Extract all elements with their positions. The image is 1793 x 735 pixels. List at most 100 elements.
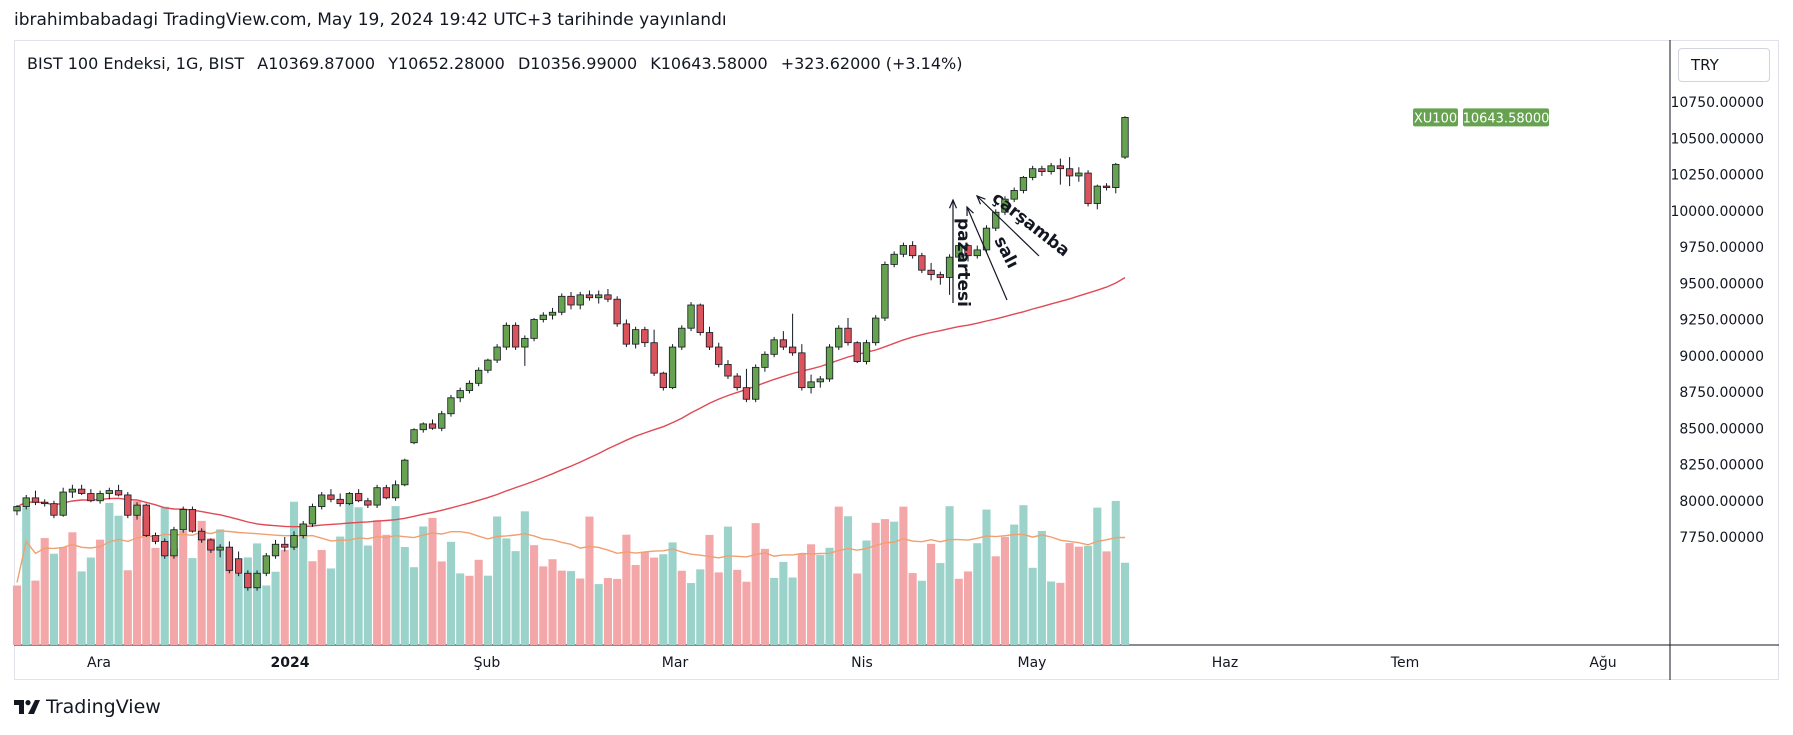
- price-moving-average: [16, 276, 1126, 528]
- volume-bar: [59, 546, 68, 645]
- y-tick-label: 8250.00000: [1679, 458, 1764, 474]
- volume-bar: [502, 538, 511, 645]
- volume-bar: [1019, 505, 1028, 645]
- currency-selector[interactable]: TRY: [1678, 48, 1770, 82]
- volume-bar: [188, 558, 197, 645]
- candle-body: [354, 493, 363, 502]
- volume-bar: [299, 524, 308, 645]
- candle-body: [456, 390, 464, 399]
- candle-body: [761, 353, 769, 368]
- volume-bar: [1037, 530, 1046, 645]
- volume-bar: [179, 530, 188, 645]
- volume-bar: [493, 516, 502, 645]
- volume-bar: [400, 546, 409, 645]
- candle-body: [779, 339, 788, 348]
- volume-bar: [890, 521, 899, 645]
- volume-bar: [1120, 562, 1130, 645]
- volume-bar: [1102, 551, 1111, 645]
- candle-body: [105, 490, 113, 494]
- volume-bar: [225, 549, 234, 645]
- candle-body: [502, 324, 511, 348]
- tradingview-logo-icon: [14, 700, 40, 714]
- candle-body: [724, 364, 732, 377]
- volume-bar: [280, 549, 289, 645]
- candle-body: [705, 332, 714, 348]
- y-tick-label: 9750.00000: [1679, 240, 1764, 256]
- candle-body: [308, 506, 317, 525]
- volume-bar: [123, 570, 132, 645]
- price-tag-symbol: XU100: [1414, 111, 1457, 126]
- candle-body: [13, 506, 21, 512]
- tradingview-logo[interactable]: TradingView: [14, 696, 161, 718]
- candle-body: [391, 484, 400, 499]
- candle-body: [336, 498, 344, 505]
- candle-body: [955, 245, 963, 258]
- volume-bar: [22, 507, 31, 645]
- volume-bar: [142, 516, 151, 645]
- candle-body: [604, 294, 612, 300]
- volume-bar: [317, 549, 326, 645]
- candle-body: [1019, 176, 1028, 191]
- volume-bar: [622, 534, 631, 645]
- volume-bar: [788, 577, 797, 645]
- volume-bar: [345, 502, 354, 645]
- candle-body: [548, 311, 557, 316]
- volume-bar: [843, 516, 853, 645]
- x-tick-label: Mar: [662, 655, 689, 671]
- candle-body: [936, 274, 944, 278]
- volume-bar: [31, 580, 40, 645]
- candle-body: [114, 490, 123, 496]
- candle-body: [742, 387, 751, 400]
- candle-body: [1093, 185, 1101, 204]
- volume-bar: [105, 502, 114, 645]
- x-tick-label: Ara: [87, 655, 111, 671]
- x-tick-label: May: [1018, 655, 1047, 671]
- volume-bar: [557, 570, 566, 645]
- volume-bar: [530, 545, 539, 645]
- label-pazartesi: pazartesi: [953, 218, 973, 307]
- symbol-label[interactable]: BIST 100 Endeksi, 1G, BIST: [27, 54, 245, 73]
- price-tag-symbol-bg: [1413, 108, 1458, 127]
- volume-bar: [723, 526, 733, 645]
- volume-bar: [603, 578, 612, 645]
- volume-bar: [594, 584, 603, 645]
- y-tick-label: 7750.00000: [1679, 530, 1764, 546]
- candle-body: [558, 295, 566, 313]
- volume-bar: [862, 540, 871, 645]
- volume-bar: [68, 532, 77, 645]
- y-tick-label: 10250.00000: [1670, 168, 1764, 184]
- label-sali: salı: [990, 233, 1023, 272]
- chart-frame: [14, 40, 1779, 680]
- volume-bar: [927, 543, 936, 645]
- volume-bar: [539, 566, 548, 645]
- volume-bar: [1028, 567, 1037, 645]
- volume-bar: [548, 559, 557, 645]
- volume-bar: [253, 543, 262, 645]
- close-value: K10643.58000: [650, 54, 768, 73]
- candle-body: [890, 253, 898, 265]
- volume-bar: [576, 578, 585, 645]
- volume-bar: [954, 578, 963, 645]
- candle-body: [318, 494, 326, 507]
- candle-body: [234, 558, 243, 574]
- volume-bar: [705, 534, 714, 645]
- volume-bar: [511, 551, 520, 645]
- candle-body: [659, 372, 667, 389]
- candle-body: [447, 397, 455, 415]
- candle-body: [945, 256, 954, 278]
- candle-body: [862, 342, 871, 362]
- candle-body: [595, 294, 603, 299]
- volume-bar: [520, 511, 529, 645]
- y-tick-label: 8000.00000: [1679, 494, 1764, 510]
- candle-body: [262, 555, 270, 574]
- candle-body: [179, 509, 187, 531]
- candle-body: [271, 543, 280, 557]
- volume-bar: [1084, 545, 1093, 645]
- price-tag-value-bg: [1463, 108, 1549, 127]
- volume-bar: [917, 580, 926, 645]
- volume-bar: [409, 567, 419, 645]
- volume-bar: [373, 520, 382, 645]
- volume-bar: [982, 509, 991, 645]
- candle-body: [631, 329, 640, 345]
